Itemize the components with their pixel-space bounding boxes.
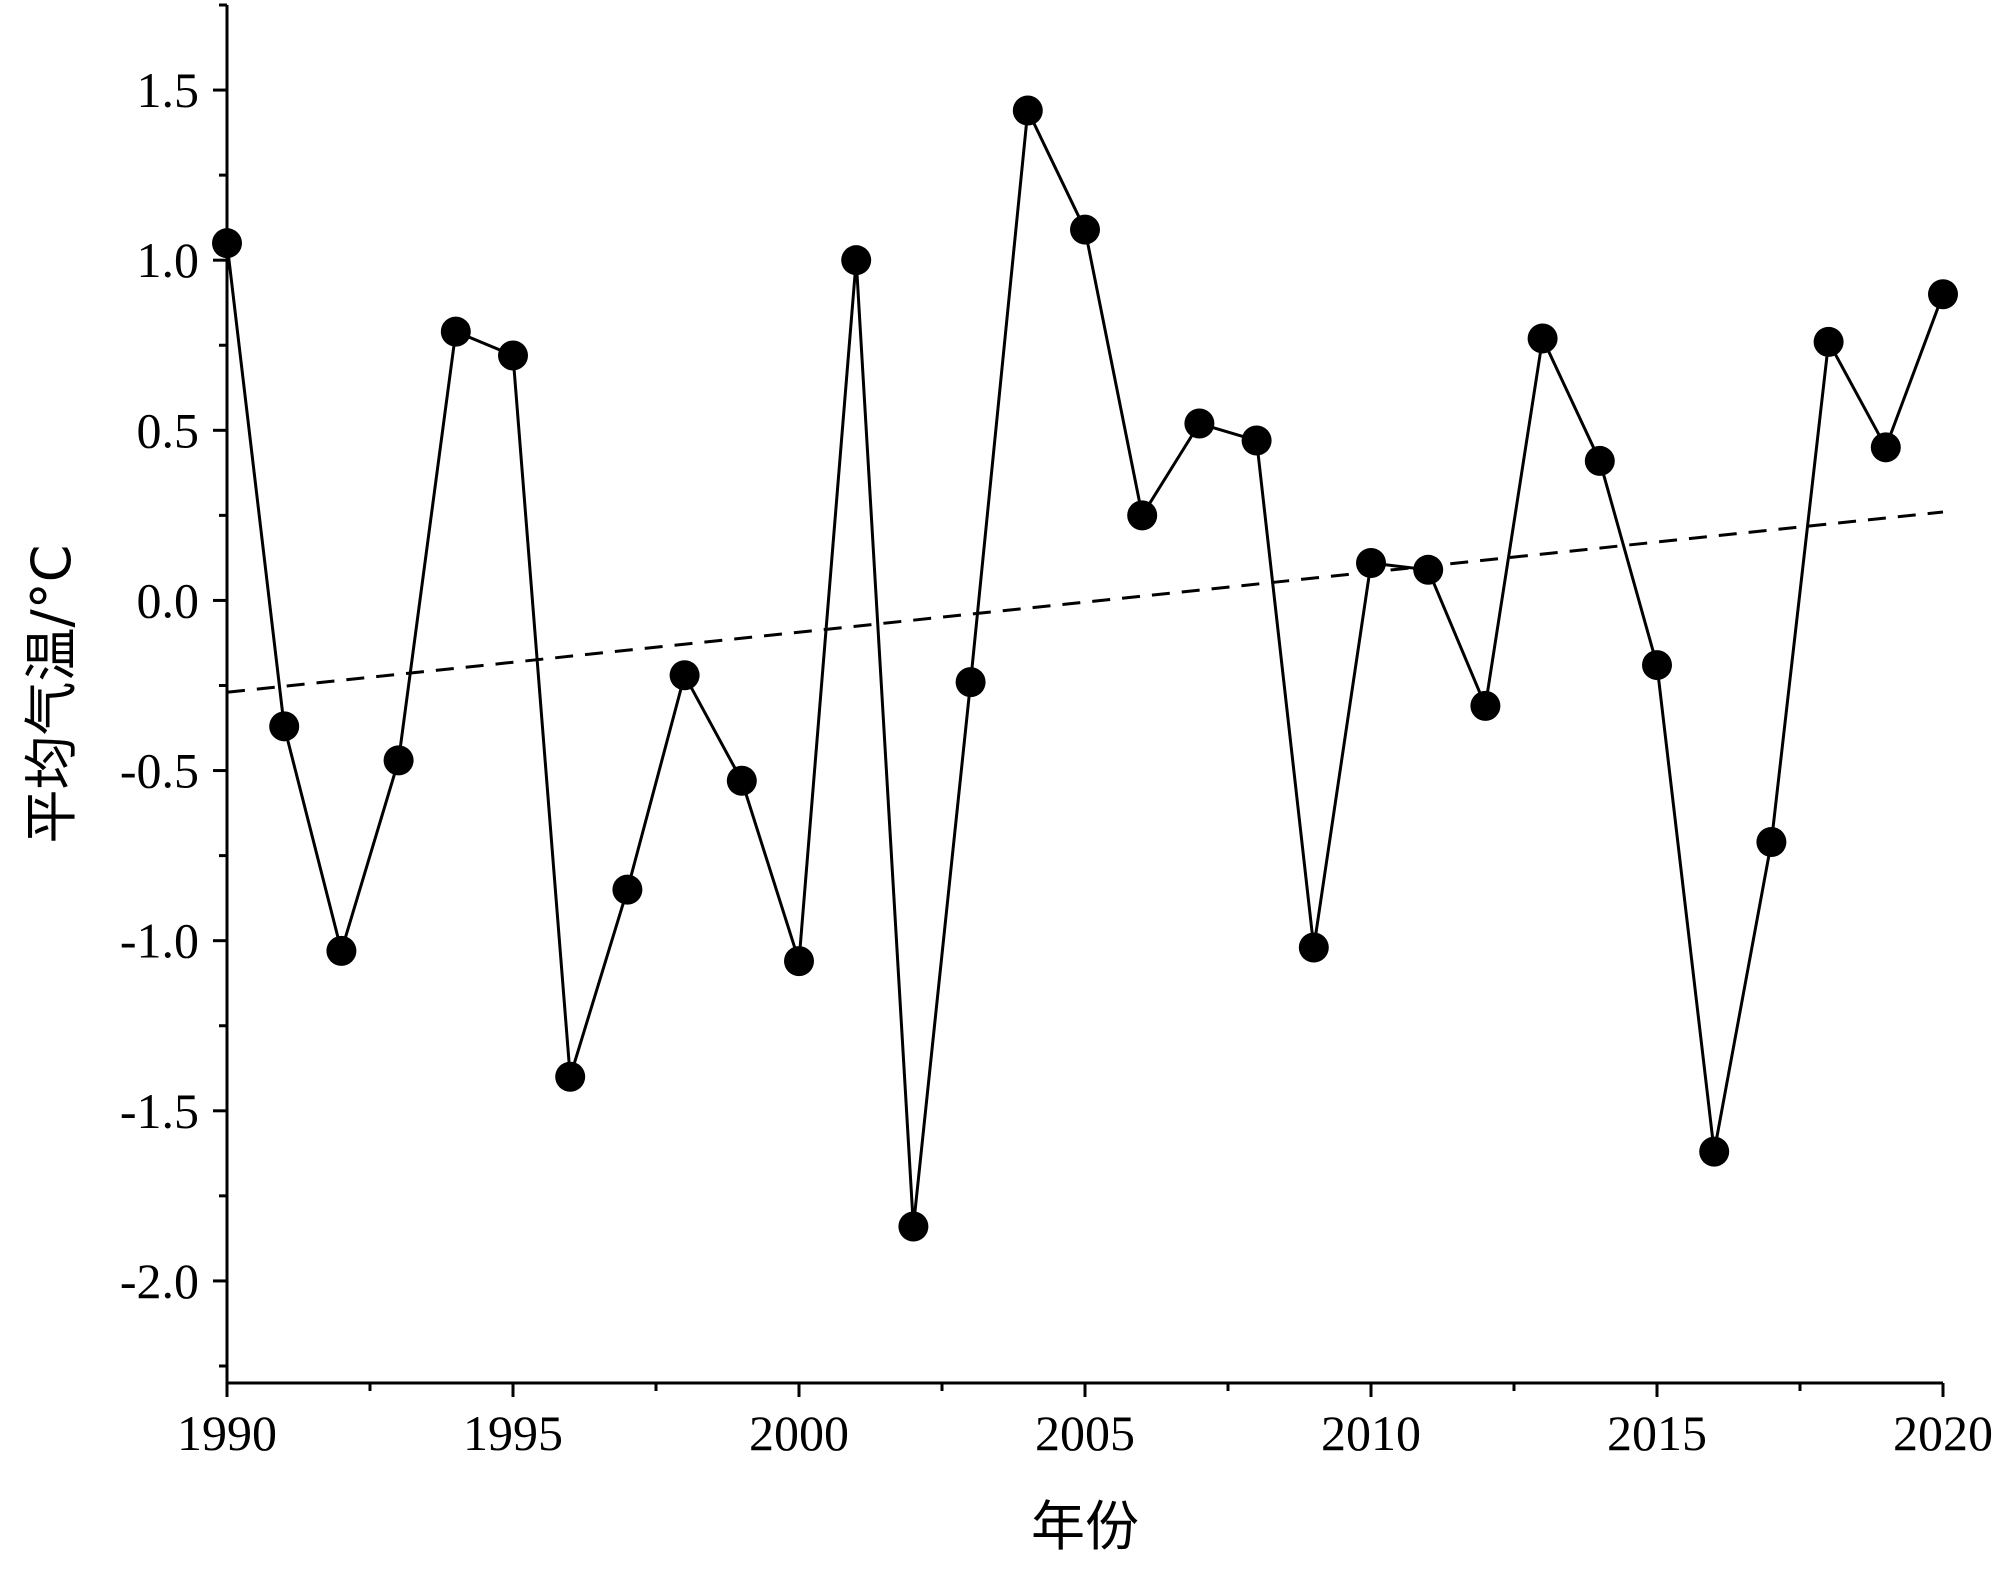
plot-area — [212, 95, 1958, 1242]
data-point — [1127, 500, 1158, 531]
trend-layer — [226, 510, 1944, 694]
y-tick-label: -1.0 — [120, 913, 199, 969]
data-point — [1470, 690, 1501, 721]
y-tick-label: 0.5 — [137, 402, 200, 458]
y-tick-label: -0.5 — [120, 743, 199, 799]
data-point — [1813, 326, 1844, 357]
data-point — [784, 946, 814, 977]
y-tick-label: 1.0 — [137, 232, 200, 288]
data-point — [1298, 932, 1329, 963]
data-point — [1012, 95, 1043, 126]
data-point — [1070, 214, 1100, 245]
data-point — [1527, 323, 1558, 354]
x-tick-label: 2020 — [1893, 1405, 1993, 1461]
data-point — [726, 765, 757, 796]
data-point — [498, 340, 528, 371]
points-layer — [212, 95, 1958, 1242]
data-point — [383, 745, 414, 776]
x-tick-label: 2015 — [1607, 1405, 1707, 1461]
data-point — [1413, 554, 1444, 585]
x-tick-label: 1995 — [463, 1405, 563, 1461]
data-point — [1184, 408, 1215, 439]
data-point — [326, 935, 357, 966]
y-tick-label: -1.5 — [120, 1083, 199, 1139]
data-point — [1241, 425, 1272, 456]
x-tick-label: 1990 — [177, 1405, 277, 1461]
data-point — [1584, 445, 1615, 476]
y-tick-label: -2.0 — [120, 1253, 199, 1309]
trend-line — [226, 510, 1944, 694]
data-point — [1356, 548, 1386, 579]
data-point — [555, 1061, 586, 1092]
x-axis-title: 年份 — [1031, 1495, 1139, 1558]
data-point — [841, 245, 872, 276]
data-point — [1642, 650, 1672, 681]
data-point — [440, 316, 471, 347]
x-tick-label: 2005 — [1035, 1405, 1135, 1461]
data-point — [1870, 432, 1901, 463]
series-layer — [225, 108, 1945, 1228]
data-point — [1699, 1136, 1730, 1167]
y-axis-title: 平均气温/°C — [20, 545, 83, 844]
y-tick-label: 0.0 — [137, 572, 200, 628]
x-tick-label: 2010 — [1321, 1405, 1421, 1461]
data-point — [669, 660, 700, 691]
y-tick-label: 1.5 — [137, 62, 200, 118]
temperature-line — [225, 108, 1945, 1228]
x-tick-label: 2000 — [749, 1405, 849, 1461]
data-point — [1756, 827, 1787, 858]
data-point — [955, 667, 986, 698]
y-axis-ticks: -2.0 -1.5 -1.0 -0.5 0.0 0.5 1.0 1.5 — [120, 3, 227, 1368]
data-point — [898, 1211, 929, 1242]
data-point — [612, 874, 643, 905]
x-axis-ticks: 1990 1995 2000 2005 2010 2015 2020 — [177, 1383, 1993, 1461]
data-point — [1928, 279, 1958, 310]
data-point — [269, 711, 300, 742]
